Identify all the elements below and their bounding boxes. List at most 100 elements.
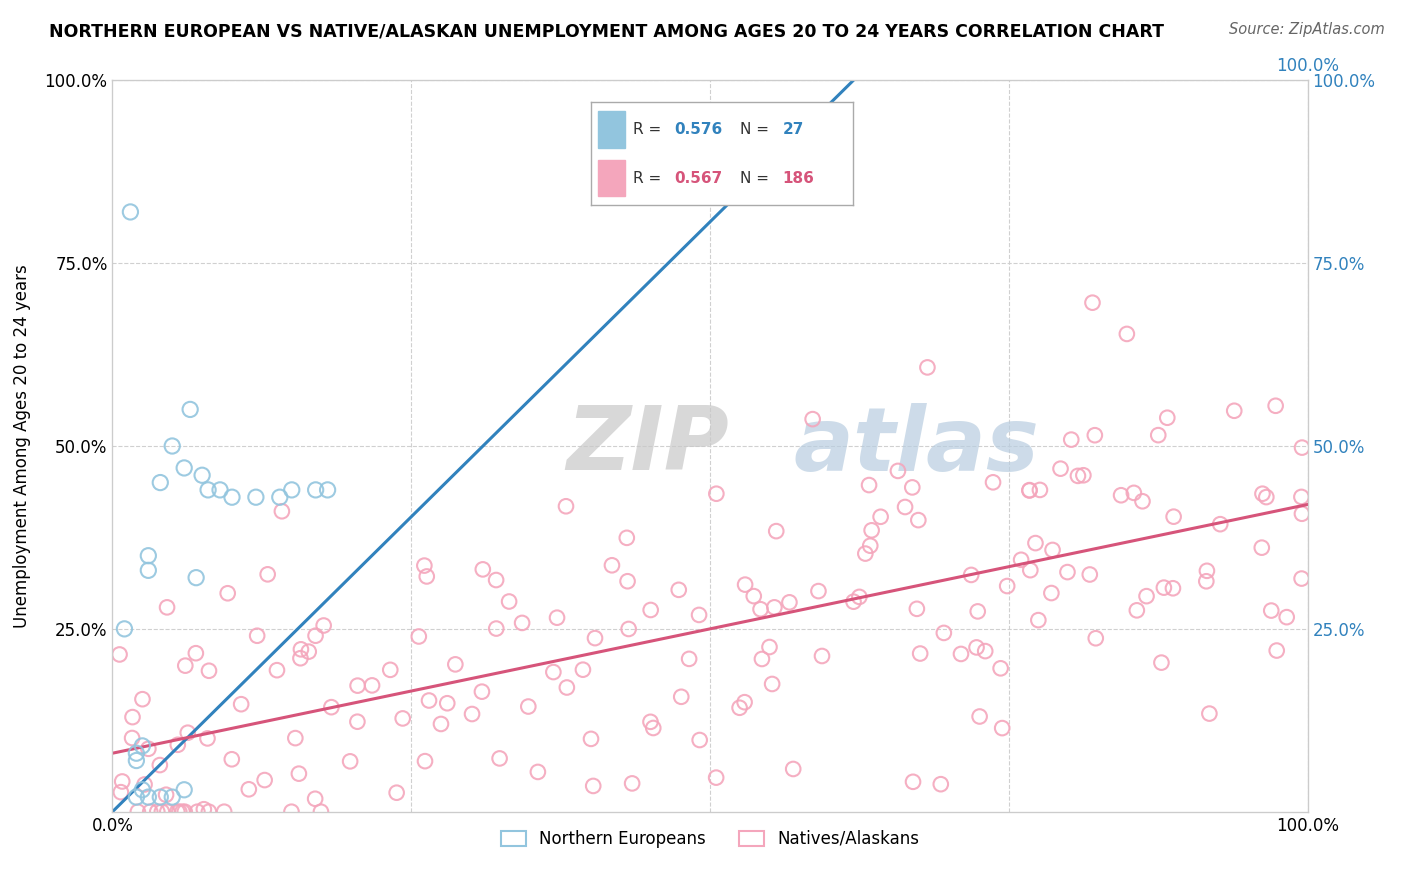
Point [146, 805, 169, 819]
Point [197, 483, 219, 497]
Point [134, 777, 156, 791]
Point [217, 586, 239, 600]
Point [139, 805, 162, 819]
Point [689, 733, 711, 747]
Point [616, 574, 638, 589]
Point [172, 805, 194, 819]
Point [485, 573, 508, 587]
Point [688, 607, 710, 622]
Point [173, 461, 195, 475]
Point [1291, 441, 1313, 455]
Point [517, 699, 540, 714]
Point [807, 584, 830, 599]
Point [150, 805, 173, 819]
Point [173, 805, 195, 819]
Point [186, 805, 208, 819]
Text: atlas: atlas [793, 402, 1039, 490]
Point [583, 631, 606, 645]
Point [498, 594, 520, 608]
Point [1078, 567, 1101, 582]
Point [312, 618, 335, 632]
Point [138, 549, 160, 563]
Point [1161, 581, 1184, 595]
Point [256, 567, 278, 582]
Point [728, 700, 751, 714]
Point [304, 791, 326, 805]
Point [198, 664, 221, 678]
Point [974, 644, 997, 658]
Point [734, 577, 756, 591]
Point [1084, 428, 1107, 442]
Point [848, 590, 870, 604]
Point [238, 782, 260, 797]
Point [346, 714, 368, 729]
Point [339, 755, 361, 769]
Point [1291, 490, 1313, 504]
Point [281, 483, 304, 497]
Point [298, 645, 321, 659]
Point [966, 640, 988, 655]
Point [221, 490, 243, 504]
Point [858, 478, 880, 492]
Point [155, 788, 177, 802]
Point [280, 805, 302, 819]
Point [1084, 632, 1107, 646]
Point [1291, 572, 1313, 586]
Point [169, 805, 191, 819]
Point [125, 790, 148, 805]
Point [1040, 586, 1063, 600]
Point [917, 360, 939, 375]
Point [617, 622, 640, 636]
Point [929, 777, 952, 791]
Point [418, 693, 440, 707]
Point [1198, 706, 1220, 721]
Point [385, 786, 408, 800]
Point [408, 630, 430, 644]
Point [284, 731, 307, 745]
Text: Source: ZipAtlas.com: Source: ZipAtlas.com [1229, 22, 1385, 37]
Point [231, 697, 253, 711]
Point [842, 595, 865, 609]
Point [960, 568, 983, 582]
Point [131, 692, 153, 706]
Point [436, 696, 458, 710]
Point [901, 480, 924, 494]
Point [763, 600, 786, 615]
Point [138, 741, 160, 756]
Point [706, 487, 728, 501]
Point [758, 640, 780, 654]
Point [179, 402, 201, 417]
Point [969, 709, 991, 723]
Point [193, 802, 215, 816]
Point [1056, 565, 1078, 579]
Point [1132, 494, 1154, 508]
Point [488, 751, 510, 765]
Point [191, 468, 214, 483]
Y-axis label: Unemployment Among Ages 20 to 24 years: Unemployment Among Ages 20 to 24 years [13, 264, 31, 628]
Point [156, 600, 179, 615]
Point [616, 531, 638, 545]
Point [149, 475, 172, 490]
Point [1024, 536, 1046, 550]
Point [413, 754, 436, 768]
Point [125, 754, 148, 768]
Point [177, 725, 200, 739]
Point [1049, 461, 1071, 475]
Point [887, 464, 910, 478]
Point [253, 773, 276, 788]
Point [162, 790, 183, 805]
Point [162, 439, 183, 453]
Point [471, 684, 494, 698]
Point [751, 652, 773, 666]
Point [290, 651, 312, 665]
Point [1256, 490, 1278, 504]
Point [413, 558, 436, 573]
Point [1265, 643, 1288, 657]
Point [1122, 486, 1144, 500]
Point [555, 500, 578, 514]
Point [416, 569, 439, 583]
Point [1135, 589, 1157, 603]
Point [995, 579, 1018, 593]
Legend: Northern Europeans, Natives/Alaskans: Northern Europeans, Natives/Alaskans [494, 823, 927, 855]
Point [120, 205, 142, 219]
